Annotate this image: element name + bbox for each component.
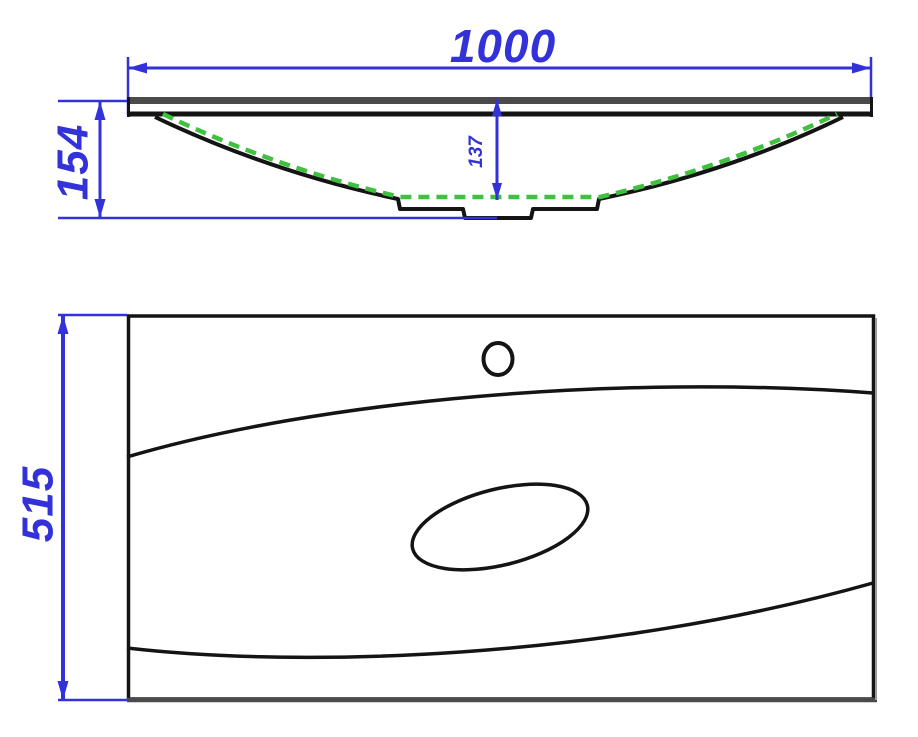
basin-rim-arc-top [126, 385, 874, 459]
countertop-slab [127, 97, 873, 117]
faucet-hole [481, 341, 515, 377]
dim-bowl-depth-arrow-bottom [492, 183, 502, 200]
dim-depth-arrow-bottom [57, 681, 69, 700]
dim-height-arrow-top [94, 101, 106, 120]
dim-width-arrow-left [128, 62, 147, 74]
basin-bowl-profile [154, 115, 844, 220]
dim-height [58, 99, 497, 220]
dim-height-label: 154 [49, 124, 98, 200]
dim-depth-label: 515 [14, 466, 63, 542]
basin-rim-arc-bottom [126, 581, 874, 660]
dim-bowl-depth-arrow-top [492, 99, 502, 116]
drain-ellipse [410, 482, 590, 572]
section-view: 1000 154 [49, 20, 873, 220]
dim-width-arrow-right [852, 62, 871, 74]
plan-view: 515 [14, 313, 877, 703]
basin-inner-hidden-line [162, 111, 838, 200]
dim-height-arrow-bottom [94, 199, 106, 218]
dim-depth [57, 313, 127, 702]
dim-bowl-depth-label: 137 [466, 135, 487, 168]
dim-width-label: 1000 [450, 20, 556, 72]
dim-depth-arrow-top [57, 315, 69, 334]
dim-bowl-depth [492, 99, 502, 200]
